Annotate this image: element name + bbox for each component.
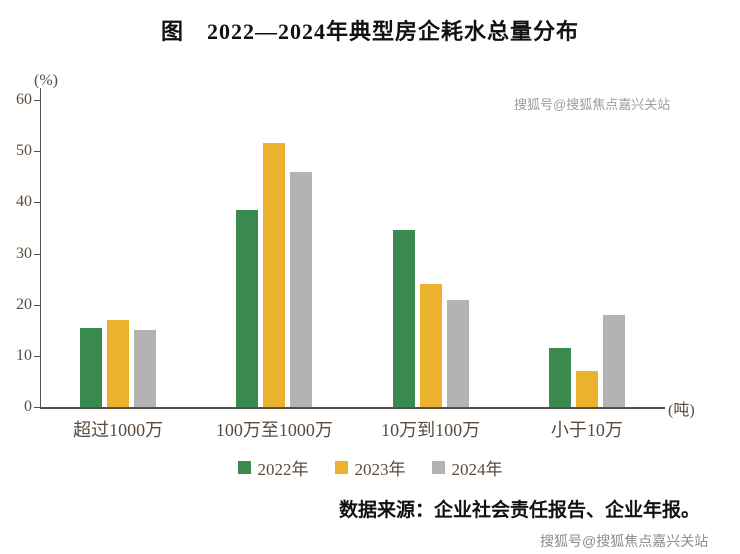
legend-swatch <box>237 461 251 474</box>
y-tick-mark <box>34 304 40 306</box>
bar <box>263 143 286 407</box>
bar <box>548 348 571 407</box>
y-tick-label: 0 <box>24 398 32 415</box>
bar <box>107 320 130 407</box>
legend-item: 2024年 <box>431 455 503 480</box>
legend-swatch <box>431 461 445 474</box>
x-category-label: 10万到100万 <box>381 420 481 440</box>
chart-title: 图 2022—2024年典型房企耗水总量分布 <box>160 19 579 44</box>
x-category-label: 超过1000万 <box>73 420 164 440</box>
y-tick-label: 40 <box>16 193 32 211</box>
legend-label: 2022年 <box>257 460 309 479</box>
x-axis-line <box>40 407 665 409</box>
legend-item: 2022年 <box>237 455 309 480</box>
bar <box>446 299 469 407</box>
x-axis-unit-label: (吨) <box>668 402 695 419</box>
y-tick-label: 60 <box>16 91 32 108</box>
y-tick-mark <box>34 100 40 101</box>
y-axis-unit-label: (%) <box>34 72 58 89</box>
y-tick-label: 30 <box>16 244 32 262</box>
bar <box>392 230 415 407</box>
watermark-bottom: 搜狐号@搜狐焦点嘉兴关站 <box>540 533 709 549</box>
y-tick-mark <box>34 151 40 153</box>
y-tick-label: 10 <box>16 346 32 364</box>
y-tick-mark <box>34 355 40 357</box>
x-category-label: 小于10万 <box>550 420 623 440</box>
y-tick-label: 20 <box>16 295 32 313</box>
data-source-note: 数据来源：企业社会责任报告、企业年报。 <box>338 500 700 521</box>
x-category-label: 100万至1000万 <box>215 420 333 440</box>
bar <box>236 210 259 407</box>
legend-item: 2023年 <box>334 455 406 480</box>
bar <box>419 284 442 407</box>
legend-label: 2024年 <box>451 460 503 479</box>
y-tick-label: 50 <box>16 142 32 160</box>
legend: 2022年 2023年 2024年 <box>10 455 730 480</box>
legend-swatch <box>334 461 348 474</box>
bar <box>290 171 313 407</box>
bar <box>134 330 157 407</box>
bar <box>80 327 103 407</box>
bar <box>602 314 625 407</box>
legend-label: 2023年 <box>354 460 406 479</box>
bar <box>575 371 598 407</box>
y-axis-line <box>40 88 41 409</box>
y-tick-mark <box>34 253 40 255</box>
y-tick-mark <box>34 202 40 204</box>
watermark-top: 搜狐号@搜狐焦点嘉兴关站 <box>514 97 671 112</box>
y-tick-mark <box>34 407 40 408</box>
